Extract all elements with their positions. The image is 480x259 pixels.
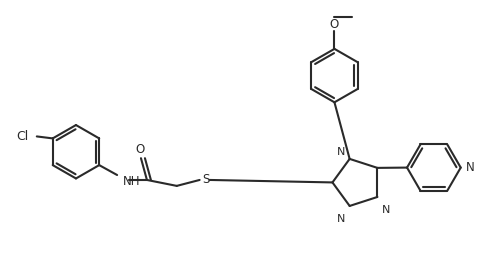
Text: N: N bbox=[336, 214, 345, 224]
Text: N: N bbox=[381, 205, 389, 215]
Text: N: N bbox=[336, 147, 345, 157]
Text: Cl: Cl bbox=[17, 130, 29, 143]
Text: S: S bbox=[202, 174, 209, 186]
Text: O: O bbox=[329, 18, 338, 31]
Text: N: N bbox=[465, 161, 473, 174]
Text: NH: NH bbox=[123, 175, 140, 189]
Text: O: O bbox=[135, 143, 144, 156]
